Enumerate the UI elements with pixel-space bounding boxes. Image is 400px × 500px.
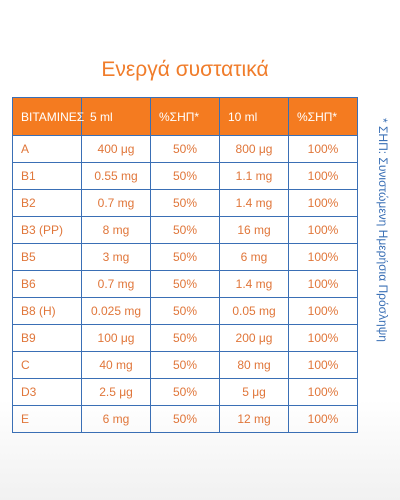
vitamin-name: B8 (H) — [12, 297, 82, 325]
cell: 0.55 mg — [81, 162, 151, 190]
vitamin-name: D3 — [12, 378, 82, 406]
header-cell: 10 ml — [219, 97, 289, 136]
table-row: B1 0.55 mg 50% 1.1 mg 100% — [12, 162, 358, 190]
footnote: * ΣΗΠ: Συνιστώμενη Ημερήσια Πρόσληψη — [376, 118, 390, 342]
header-row: ΒΙΤΑΜΙΝΕΣ 5 ml %ΣΗΠ* 10 ml %ΣΗΠ* — [12, 97, 358, 136]
vitamin-name: B1 — [12, 162, 82, 190]
cell: 100 μg — [81, 324, 151, 352]
cell: 100% — [288, 243, 358, 271]
table-header: ΒΙΤΑΜΙΝΕΣ 5 ml %ΣΗΠ* 10 ml %ΣΗΠ* — [12, 97, 358, 136]
cell: 50% — [150, 297, 220, 325]
table-row: D3 2.5 μg 50% 5 μg 100% — [12, 378, 358, 406]
cell: 16 mg — [219, 216, 289, 244]
vitamin-name: E — [12, 405, 82, 433]
header-cell: ΒΙΤΑΜΙΝΕΣ — [12, 97, 84, 136]
cell: 1.4 mg — [219, 270, 289, 298]
cell: 3 mg — [81, 243, 151, 271]
title: Ενεργά συστατικά — [101, 58, 269, 81]
table-row: B6 0.7 mg 50% 1.4 mg 100% — [12, 270, 358, 298]
table-row: A 400 μg 50% 800 μg 100% — [12, 135, 358, 163]
cell: 100% — [288, 405, 358, 433]
cell: 400 μg — [81, 135, 151, 163]
table-row: B5 3 mg 50% 6 mg 100% — [12, 243, 358, 271]
cell: 2.5 μg — [81, 378, 151, 406]
vitamin-name: A — [12, 135, 82, 163]
cell: 50% — [150, 405, 220, 433]
cell: 50% — [150, 270, 220, 298]
cell: 100% — [288, 324, 358, 352]
cell: 6 mg — [81, 405, 151, 433]
cell: 50% — [150, 243, 220, 271]
table-row: B8 (H) 0.025 mg 50% 0.05 mg 100% — [12, 297, 358, 325]
table-row: B3 (PP) 8 mg 50% 16 mg 100% — [12, 216, 358, 244]
cell: 12 mg — [219, 405, 289, 433]
cell: 200 μg — [219, 324, 289, 352]
cell: 50% — [150, 162, 220, 190]
cell: 100% — [288, 378, 358, 406]
cell: 100% — [288, 297, 358, 325]
table-row: B9 100 μg 50% 200 μg 100% — [12, 324, 358, 352]
cell: 100% — [288, 135, 358, 163]
header-cell: 5 ml — [81, 97, 151, 136]
vitamin-name: B2 — [12, 189, 82, 217]
vitamin-name: B5 — [12, 243, 82, 271]
header-cell: %ΣΗΠ* — [288, 97, 358, 136]
cell: 50% — [150, 216, 220, 244]
cell: 0.7 mg — [81, 270, 151, 298]
cell: 50% — [150, 378, 220, 406]
cell: 6 mg — [219, 243, 289, 271]
vitamin-name: B9 — [12, 324, 82, 352]
cell: 8 mg — [81, 216, 151, 244]
cell: 50% — [150, 351, 220, 379]
cell: 100% — [288, 216, 358, 244]
table-body: A 400 μg 50% 800 μg 100% B1 0.55 mg 50% 1.1 mg 10… — [12, 135, 358, 433]
vitamin-name: B3 (PP) — [12, 216, 82, 244]
cell: 50% — [150, 135, 220, 163]
cell: 100% — [288, 351, 358, 379]
cell: 40 mg — [81, 351, 151, 379]
cell: 50% — [150, 324, 220, 352]
cell: 80 mg — [219, 351, 289, 379]
cell: 1.4 mg — [219, 189, 289, 217]
table-row: C 40 mg 50% 80 mg 100% — [12, 351, 358, 379]
cell: 1.1 mg — [219, 162, 289, 190]
cell: 0.025 mg — [81, 297, 151, 325]
vitamin-name: B6 — [12, 270, 82, 298]
vitamin-name: C — [12, 351, 82, 379]
cell: 5 μg — [219, 378, 289, 406]
table-row: B2 0.7 mg 50% 1.4 mg 100% — [12, 189, 358, 217]
vitamin-table: ΒΙΤΑΜΙΝΕΣ 5 ml %ΣΗΠ* 10 ml %ΣΗΠ* A 400 μg 50% 8… — [12, 97, 358, 433]
header-cell: %ΣΗΠ* — [150, 97, 220, 136]
cell: 50% — [150, 189, 220, 217]
cell: 0.05 mg — [219, 297, 289, 325]
cell: 100% — [288, 162, 358, 190]
cell: 800 μg — [219, 135, 289, 163]
cell: 100% — [288, 189, 358, 217]
cell: 100% — [288, 270, 358, 298]
cell: 0.7 mg — [81, 189, 151, 217]
